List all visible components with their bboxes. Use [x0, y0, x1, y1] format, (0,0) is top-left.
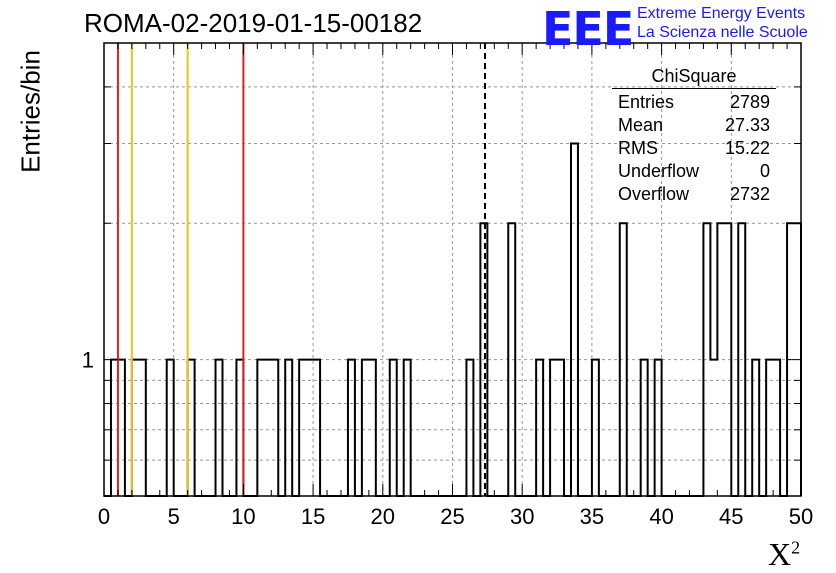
x-tick-label: 40 — [649, 504, 673, 529]
x-tick-label: 0 — [98, 504, 110, 529]
x-tick-label: 25 — [440, 504, 464, 529]
x-tick-label: 50 — [789, 504, 813, 529]
stats-row: Mean 27.33 — [618, 115, 770, 135]
stats-name: ChiSquare — [612, 66, 776, 89]
stats-row: RMS 15.22 — [618, 138, 770, 158]
eee-logo: EEE — [542, 2, 634, 56]
x-tick-label: 5 — [168, 504, 180, 529]
stats-box: ChiSquare Entries 2789 Mean 27.33 RMS 15.22… — [612, 66, 776, 206]
logo-line-2: La Scienza nelle Scuole — [637, 24, 808, 41]
stats-row: Entries 2789 — [618, 92, 770, 112]
y-tick-label: 1 — [82, 348, 94, 373]
x-tick-label: 20 — [371, 504, 395, 529]
stats-row: Overflow 2732 — [618, 184, 770, 204]
stats-row: Underflow 0 — [618, 161, 770, 181]
chart-title: ROMA-02-2019-01-15-00182 — [84, 8, 423, 38]
x-tick-label: 30 — [510, 504, 534, 529]
logo-line-1: Extreme Energy Events — [637, 5, 806, 22]
x-tick-label: 15 — [301, 504, 325, 529]
x-tick-label: 45 — [719, 504, 743, 529]
y-axis-label: Entries/bin — [15, 50, 46, 173]
x-tick-label: 10 — [231, 504, 255, 529]
x-tick-label: 35 — [580, 504, 604, 529]
x-axis-label: X2 — [768, 536, 801, 572]
